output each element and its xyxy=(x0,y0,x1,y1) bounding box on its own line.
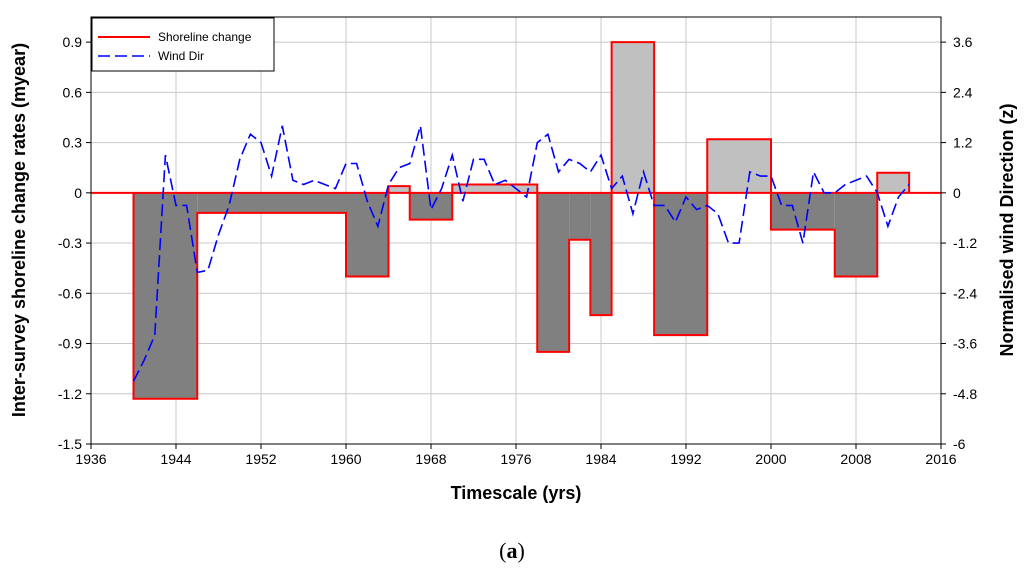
y-tick-label: 0.6 xyxy=(63,84,83,100)
x-tick-label: 1976 xyxy=(500,451,531,467)
x-tick-label: 1936 xyxy=(75,451,106,467)
y-axis-ticks: -1.5 -1.2 -0.9 -0.6 -0.3 0 0.3 0.6 0.9 xyxy=(58,34,91,452)
y2-tick-label: -1.2 xyxy=(953,235,977,251)
shoreline-bars xyxy=(133,42,910,399)
y-tick-label: -1.2 xyxy=(58,386,82,402)
y2-tick-label: 0 xyxy=(953,185,961,201)
y2-tick-label: -4.8 xyxy=(953,386,977,402)
y-tick-label: -0.3 xyxy=(58,235,82,251)
y-tick-label: 0.3 xyxy=(63,135,83,151)
shoreline-bar xyxy=(346,192,389,277)
shoreline-bar xyxy=(877,172,910,193)
shoreline-step-line xyxy=(132,41,911,400)
x-tick-label: 1992 xyxy=(670,451,701,467)
y2-tick-label: 2.4 xyxy=(953,84,973,100)
x-axis-ticks: 1936 1944 1952 1960 1968 1976 1984 1992 2000 2008… xyxy=(75,444,957,467)
y-tick-label: -1.5 xyxy=(58,436,82,452)
wind-dir-line xyxy=(132,125,910,382)
y-tick-label: 0.9 xyxy=(63,34,83,50)
y-axis-title: Inter-survey shoreline change rates (mye… xyxy=(9,43,29,417)
shoreline-bar xyxy=(611,42,655,193)
x-tick-label: 1960 xyxy=(330,451,361,467)
y-tick-label: -0.9 xyxy=(58,336,82,352)
x-tick-label: 2008 xyxy=(840,451,871,467)
x-tick-label: 1984 xyxy=(585,451,616,467)
shoreline-bar xyxy=(133,192,198,399)
y2-tick-label: -2.4 xyxy=(953,285,977,301)
legend-shoreline-label: Shoreline change xyxy=(158,30,252,44)
shoreline-bar xyxy=(569,192,591,240)
shoreline-bar xyxy=(654,192,708,336)
x-tick-label: 1952 xyxy=(245,451,276,467)
y2-tick-label: -3.6 xyxy=(953,336,977,352)
shoreline-bar xyxy=(537,192,570,352)
y2-tick-label: 1.2 xyxy=(953,135,973,151)
shoreline-bar xyxy=(590,192,612,316)
shoreline-bar xyxy=(452,184,538,193)
shoreline-bar xyxy=(771,192,835,230)
x-tick-label: 1944 xyxy=(160,451,191,467)
shoreline-bar xyxy=(834,192,878,277)
legend: Shoreline change Wind Dir xyxy=(91,17,275,72)
y-tick-label: -0.6 xyxy=(58,285,82,301)
x-tick-label: 1968 xyxy=(415,451,446,467)
x-axis-title: Timescale (yrs) xyxy=(451,483,582,503)
y-tick-label: 0 xyxy=(74,185,82,201)
legend-wind-label: Wind Dir xyxy=(158,49,204,63)
y2-tick-label: -6 xyxy=(953,436,966,452)
y2-axis-ticks: -6 -4.8 -3.6 -2.4 -1.2 0 1.2 2.4 3.6 xyxy=(941,34,977,452)
shoreline-bar xyxy=(197,192,346,213)
x-tick-label: 2016 xyxy=(925,451,956,467)
legend-box xyxy=(91,17,275,72)
x-tick-label: 2000 xyxy=(755,451,786,467)
figure-caption: (a) xyxy=(499,538,525,563)
shoreline-bar xyxy=(707,139,771,193)
y2-axis-title: Normalised wind Direction (z) xyxy=(997,103,1017,356)
shoreline-bar xyxy=(388,186,410,193)
caption-label: a xyxy=(506,538,518,563)
y2-tick-label: 3.6 xyxy=(953,34,973,50)
